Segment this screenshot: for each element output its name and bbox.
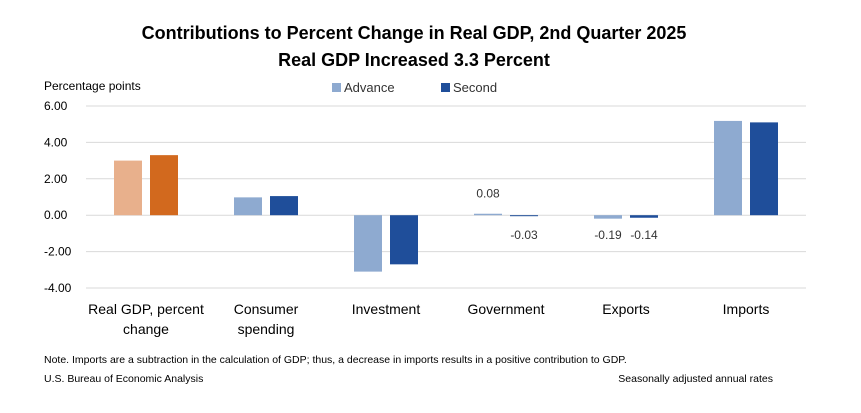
bar-second-0 [150, 155, 178, 216]
y-tick-label: 0.00 [44, 208, 68, 222]
data-label: -0.14 [630, 228, 658, 242]
y-tick-label: 6.00 [44, 99, 68, 113]
bar-second-1 [270, 196, 298, 216]
y-tick-label: -4.00 [44, 281, 72, 295]
legend-label-advance: Advance [344, 80, 395, 95]
category-labels: Real GDP, percent change Consumer spending I… [88, 301, 769, 337]
bar-advance-1 [234, 197, 262, 216]
data-label: 0.08 [476, 187, 500, 201]
bar-advance-5 [714, 120, 742, 216]
chart-title: Contributions to Percent Change in Real … [142, 23, 687, 43]
bar-second-2 [390, 215, 418, 265]
y-axis-ticks: 6.00 4.00 2.00 0.00 -2.00 -4.00 [44, 99, 72, 295]
legend: Advance Second [332, 80, 497, 95]
source-label: U.S. Bureau of Economic Analysis [44, 373, 203, 385]
category-label: Consumer [234, 301, 299, 317]
bars [114, 120, 778, 272]
category-label: Real GDP, percent [88, 301, 204, 317]
legend-swatch-second [441, 83, 450, 92]
y-axis-label: Percentage points [44, 79, 141, 93]
legend-label-second: Second [453, 80, 497, 95]
rates-label: Seasonally adjusted annual rates [618, 373, 773, 385]
category-label: Exports [602, 301, 649, 317]
bar-advance-2 [354, 215, 382, 272]
category-label: change [123, 321, 169, 337]
data-label: -0.19 [594, 228, 622, 242]
y-tick-label: 2.00 [44, 172, 68, 186]
y-tick-label: 4.00 [44, 135, 68, 149]
y-tick-label: -2.00 [44, 245, 72, 259]
category-label: Investment [352, 301, 421, 317]
bar-advance-3 [474, 213, 502, 216]
data-labels: 0.08 -0.03 -0.19 -0.14 [476, 187, 658, 242]
category-label: spending [238, 321, 295, 337]
category-label: Imports [723, 301, 770, 317]
bar-advance-0 [114, 160, 142, 216]
legend-swatch-advance [332, 83, 341, 92]
gridlines [86, 105, 806, 289]
footnote: Note. Imports are a subtraction in the c… [44, 354, 627, 366]
bar-second-3 [510, 215, 538, 217]
chart-subtitle: Real GDP Increased 3.3 Percent [278, 50, 550, 70]
data-label: -0.03 [510, 228, 538, 242]
bar-second-5 [750, 122, 778, 216]
bar-second-4 [630, 215, 658, 218]
category-label: Government [467, 301, 544, 317]
bar-advance-4 [594, 215, 622, 219]
